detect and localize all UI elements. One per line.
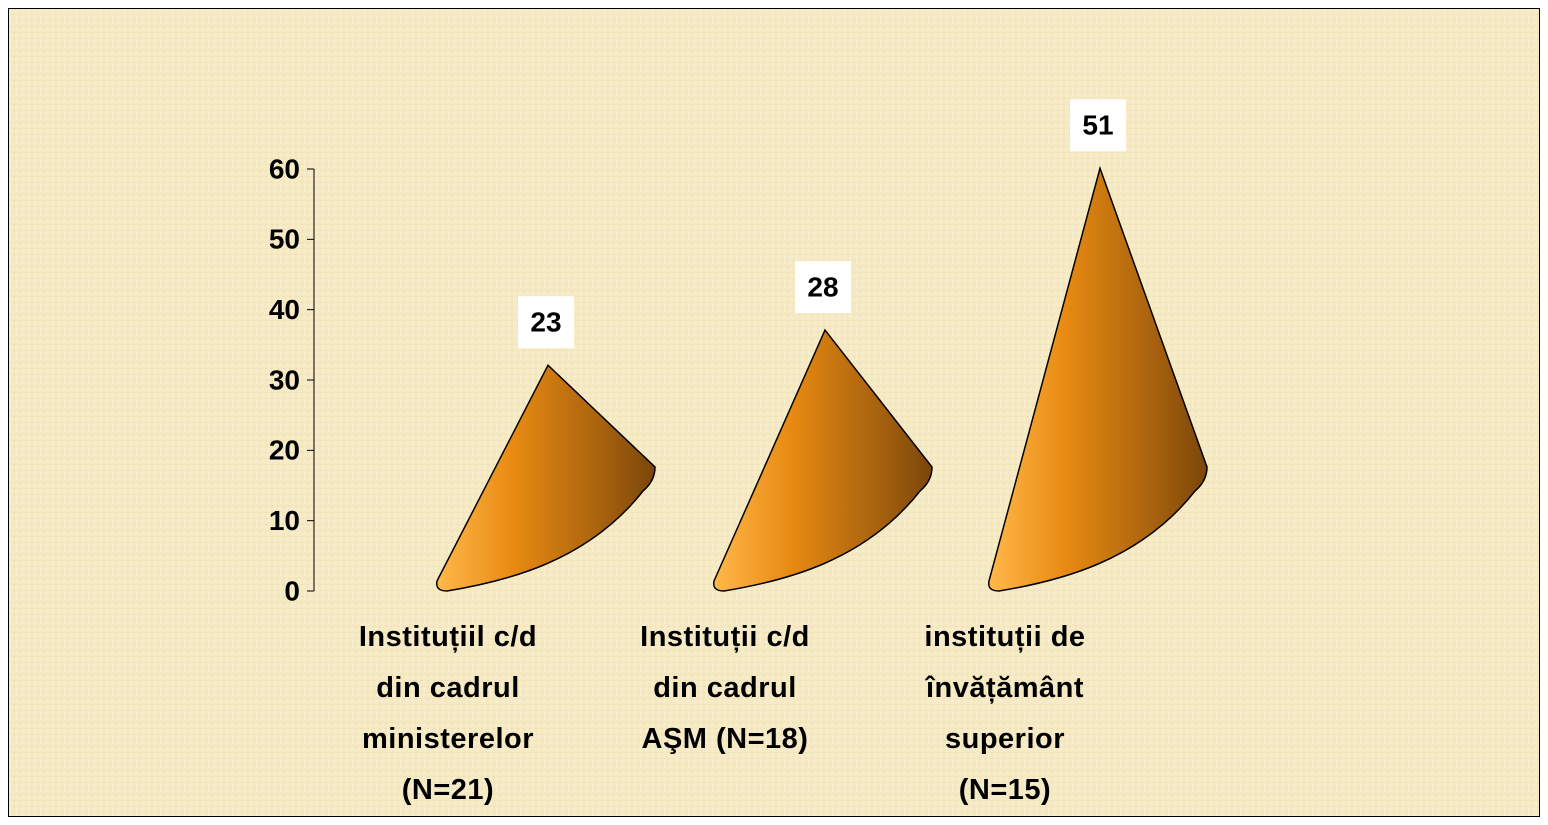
x-tick-label: Instituții c/d din cadrul AŞM (N=18) [640,621,810,755]
y-tick-label: 60 [269,153,300,184]
value-label-box [518,296,574,349]
plot-background [8,8,1540,817]
value-label: 28 [807,271,838,302]
y-tick-label: 0 [284,575,300,606]
y-tick-label: 40 [269,294,300,325]
y-tick-label: 30 [269,364,300,395]
y-tick-label: 20 [269,435,300,466]
value-label-box [1070,99,1126,152]
x-tick-label: Instituțiil c/d din cadrul ministerelor … [358,621,538,806]
value-label-box [795,261,851,314]
cone [435,363,656,592]
y-tick-label: 50 [269,224,300,255]
value-label: 23 [530,307,561,338]
cone [712,328,933,592]
cone [987,165,1208,592]
y-tick-label: 10 [269,505,300,536]
x-tick-label: instituții de învățământ superior (N=15) [924,621,1086,806]
value-label: 51 [1082,110,1113,141]
